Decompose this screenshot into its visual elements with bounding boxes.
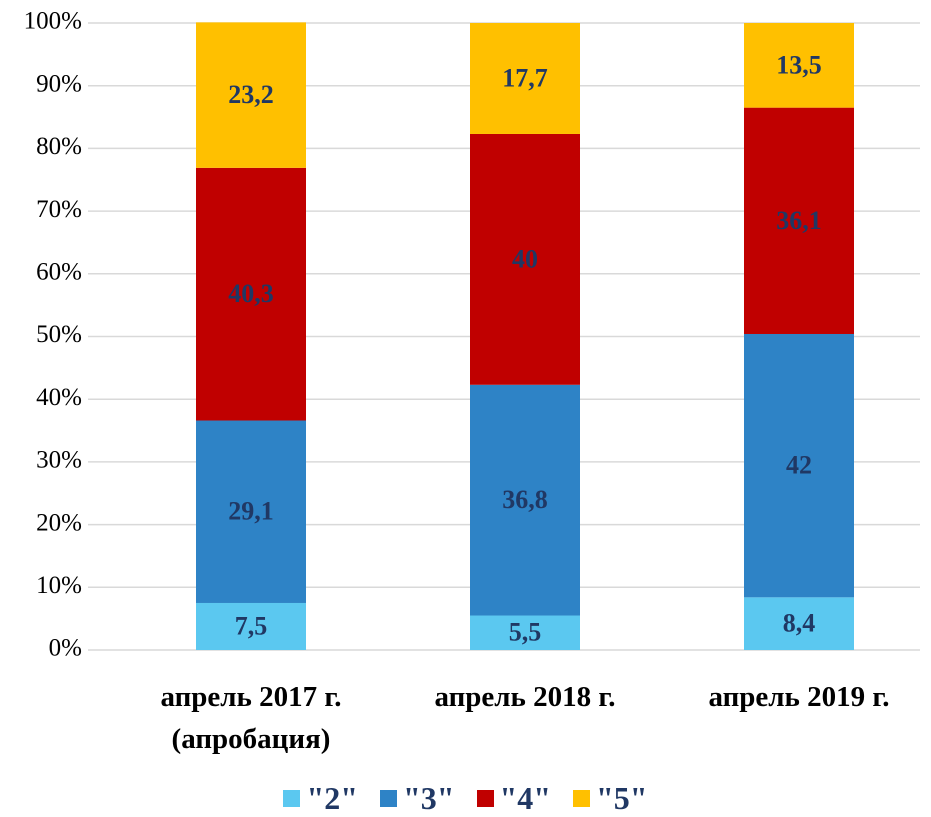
y-tick-label: 20% [36, 509, 82, 536]
data-label: 5,5 [509, 618, 542, 647]
y-tick-label: 40% [36, 384, 82, 411]
bar-segment [744, 597, 854, 650]
data-label: 36,8 [502, 485, 548, 514]
x-tick-label: апрель 2017 г. (апробация) [160, 681, 342, 755]
x-tick-label: апрель 2019 г. [708, 681, 890, 713]
bar-segment [744, 107, 854, 334]
y-tick-label: 90% [36, 70, 82, 97]
data-label: 23,2 [228, 80, 274, 109]
y-tick-label: 0% [49, 635, 82, 662]
data-label: 42 [786, 451, 812, 480]
bar-segment [744, 333, 854, 598]
bar-segment [196, 22, 306, 168]
data-label: 40,3 [228, 279, 274, 308]
x-tick-label: апрель 2018 г. [434, 681, 616, 713]
y-tick-label: 100% [24, 8, 82, 35]
data-label: 29,1 [228, 497, 274, 526]
legend-swatch [573, 790, 591, 807]
data-label: 17,7 [502, 63, 548, 92]
legend-label: "4" [499, 780, 552, 816]
data-label: 8,4 [783, 609, 816, 638]
bar-segment [196, 420, 306, 603]
bar-segment [744, 23, 854, 108]
bar-segment [196, 167, 306, 421]
legend-swatch [476, 790, 494, 807]
y-tick-label: 30% [36, 447, 82, 474]
y-tick-label: 10% [36, 572, 82, 599]
data-label: 36,1 [776, 206, 822, 235]
legend-swatch [283, 790, 301, 807]
data-label: 40 [512, 244, 538, 273]
bar-segment [470, 615, 580, 650]
y-tick-label: 70% [36, 196, 82, 223]
legend-item: "3" [379, 780, 455, 817]
bar-segment [470, 384, 580, 616]
legend-label: "5" [596, 780, 648, 816]
y-tick-label: 50% [36, 321, 82, 348]
y-tick-label: 80% [36, 133, 82, 160]
bar-segment [196, 602, 306, 650]
data-label: 13,5 [776, 50, 822, 79]
legend-swatch [379, 790, 397, 807]
bar-segment [470, 133, 580, 385]
legend-label: "2" [306, 780, 358, 816]
legend-item: "2" [283, 780, 358, 817]
data-label: 7,5 [235, 611, 268, 640]
legend-item: "4" [476, 780, 552, 817]
legend-label: "3" [402, 780, 455, 816]
legend: "2" "3" "4" "5" [0, 780, 931, 817]
legend-item: "5" [573, 780, 648, 817]
y-tick-label: 60% [36, 259, 82, 286]
bar-segment [470, 23, 580, 134]
